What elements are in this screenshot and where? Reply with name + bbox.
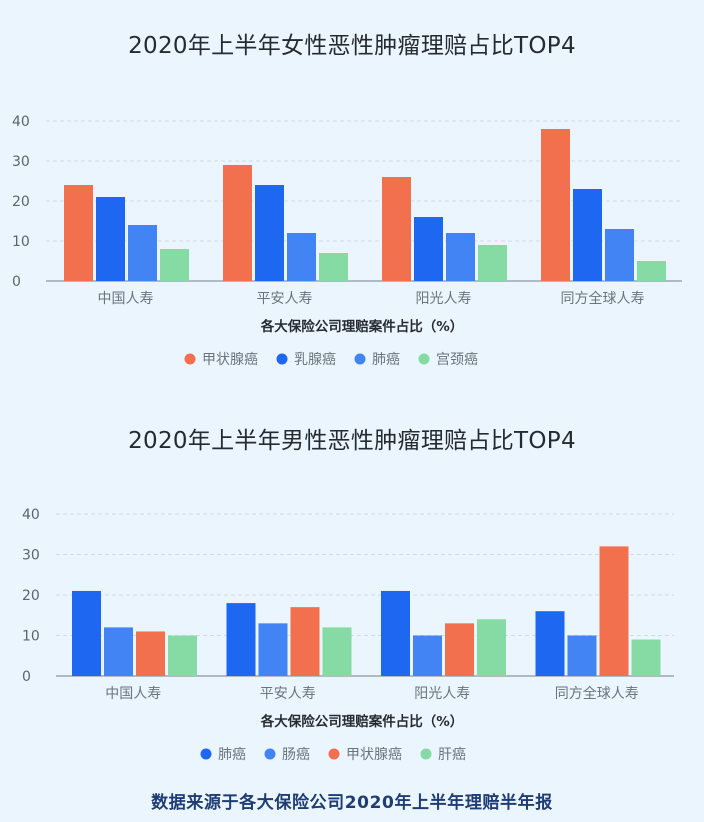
bar <box>541 129 570 281</box>
legend-marker <box>418 353 430 365</box>
legend-marker <box>354 353 366 365</box>
bar <box>599 546 629 676</box>
bar <box>226 603 256 676</box>
bar <box>631 639 661 676</box>
chart-title: 2020年上半年男性恶性肿瘤理赔占比TOP4 <box>128 428 576 454</box>
legend-marker <box>264 748 276 760</box>
chart-title: 2020年上半年女性恶性肿瘤理赔占比TOP4 <box>128 33 576 59</box>
legend-label: 肺癌 <box>372 352 400 368</box>
bar <box>255 185 284 281</box>
y-tick-label: 20 <box>12 194 30 210</box>
bar <box>567 635 597 676</box>
male-chart-svg: 0 10 20 30 40 中国人寿 平安人寿 阳光人寿 同方全球人寿各大保险公司理赔案件占比（… <box>22 507 674 763</box>
y-tick-label: 40 <box>12 114 30 130</box>
bar <box>535 611 565 676</box>
legend-marker <box>328 748 340 760</box>
bar <box>322 627 352 676</box>
legend-marker <box>420 748 432 760</box>
x-axis-title: 各大保险公司理赔案件占比（%） <box>260 318 464 335</box>
x-tick-label: 中国人寿 <box>98 290 154 307</box>
bar <box>382 177 411 281</box>
legend-label: 宫颈癌 <box>436 352 478 368</box>
y-tick-label: 40 <box>22 507 40 523</box>
bar <box>168 635 197 676</box>
bar <box>160 249 189 281</box>
x-tick-label: 中国人寿 <box>105 685 161 702</box>
y-tick-label: 30 <box>12 154 30 170</box>
x-axis-title: 各大保险公司理赔案件占比（%） <box>260 713 464 730</box>
bar <box>96 197 125 281</box>
bar <box>136 631 165 676</box>
legend-label: 甲状腺癌 <box>202 352 258 368</box>
bar <box>64 185 93 281</box>
y-tick-label: 30 <box>22 548 40 564</box>
male-cancer-chart: 2020年上半年男性恶性肿瘤理赔占比TOP4 0 10 20 30 40 中国人寿 平安人寿… <box>0 400 704 780</box>
bar <box>223 165 252 281</box>
bar <box>477 619 506 676</box>
legend-marker <box>200 748 212 760</box>
bar <box>414 217 443 281</box>
x-tick-label: 同方全球人寿 <box>555 685 639 702</box>
bar <box>319 253 348 281</box>
bar <box>573 189 602 281</box>
y-tick-label: 0 <box>12 274 21 290</box>
bar <box>413 635 442 676</box>
bar <box>381 590 410 676</box>
bar <box>290 607 320 676</box>
bar <box>605 229 634 281</box>
x-tick-label: 平安人寿 <box>257 290 313 307</box>
x-tick-label: 平安人寿 <box>260 685 316 702</box>
bar <box>258 623 288 676</box>
legend-label: 肺癌 <box>218 747 246 763</box>
female-chart-svg: 0 10 20 30 40 中国人寿 平安人寿 阳光人寿 同方全球人寿各大保险公司理赔案件占比（… <box>12 114 682 368</box>
female-cancer-chart: 2020年上半年女性恶性肿瘤理赔占比TOP4 0 10 20 30 40 中国人寿 平安人寿… <box>0 0 704 390</box>
x-tick-label: 阳光人寿 <box>416 290 472 307</box>
bar <box>287 233 316 281</box>
bar <box>104 627 133 676</box>
legend-label: 肝癌 <box>438 747 466 763</box>
y-tick-label: 10 <box>22 629 40 645</box>
data-source-footer: 数据来源于各大保险公司2020年上半年理赔半年报 <box>151 793 553 813</box>
legend-marker <box>184 353 196 365</box>
bar <box>446 233 475 281</box>
legend-label: 肠癌 <box>282 747 310 763</box>
x-tick-label: 阳光人寿 <box>414 685 470 702</box>
bar <box>445 623 474 676</box>
bar <box>128 225 157 281</box>
legend-label: 乳腺癌 <box>294 352 336 368</box>
legend-marker <box>276 353 288 365</box>
y-tick-label: 20 <box>22 588 40 604</box>
bar <box>637 261 666 281</box>
y-tick-label: 0 <box>22 669 31 685</box>
legend-label: 甲状腺癌 <box>346 747 402 763</box>
x-tick-label: 同方全球人寿 <box>561 290 645 307</box>
y-tick-label: 10 <box>12 234 30 250</box>
bar <box>72 590 101 676</box>
bar <box>478 245 507 281</box>
